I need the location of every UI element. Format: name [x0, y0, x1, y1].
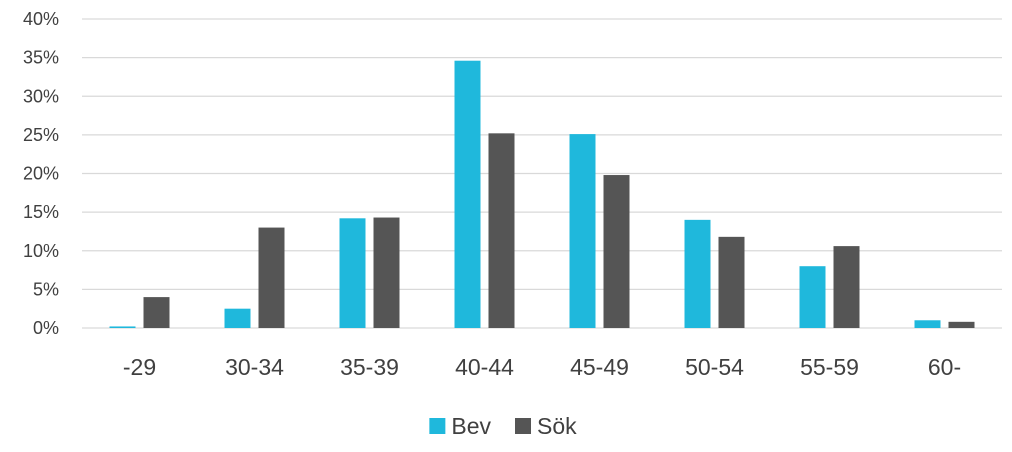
bar-sk-7	[948, 321, 975, 328]
y-tick-label: 5%	[33, 279, 59, 299]
x-tick-label: 30-34	[225, 354, 284, 380]
legend-swatch-0	[429, 418, 446, 434]
y-tick-label: 40%	[23, 9, 59, 29]
bar-sk-2	[373, 217, 400, 328]
y-tick-label: 35%	[23, 48, 59, 68]
y-tick-label: 15%	[23, 202, 59, 222]
legend-label-0: Bev	[451, 413, 491, 439]
bar-sk-6	[833, 246, 860, 328]
y-tick-label: 20%	[23, 164, 59, 184]
bar-bev-5	[684, 219, 711, 328]
bar-bev-7	[914, 320, 941, 328]
y-tick-label: 10%	[23, 241, 59, 261]
bar-bev-0	[109, 326, 136, 328]
legend-swatch-1	[515, 418, 531, 434]
bar-bev-3	[454, 60, 481, 329]
y-tick-label: 0%	[33, 318, 59, 338]
bar-sk-1	[258, 227, 285, 328]
legend: Bev Sök	[429, 413, 577, 439]
legend-label-1: Sök	[537, 413, 577, 439]
x-tick-label: 55-59	[800, 354, 859, 380]
grid-layer	[82, 18, 1002, 329]
y-tick-label: 30%	[23, 86, 59, 106]
y-tick-label: 25%	[23, 125, 59, 145]
bar-sk-3	[488, 133, 515, 328]
bar-bev-6	[799, 266, 826, 328]
bar-sk-4	[603, 175, 630, 328]
y-axis-tick-labels: 0% 5% 10% 15% 20% 25% 30% 35% 40%	[23, 9, 59, 338]
bars-layer	[109, 60, 975, 329]
x-tick-label: -29	[123, 354, 156, 380]
bar-bev-4	[569, 134, 596, 328]
x-tick-label: 50-54	[685, 354, 744, 380]
bar-sk-5	[718, 236, 745, 328]
bar-bev-2	[339, 218, 366, 328]
x-tick-label: 60-	[928, 354, 961, 380]
bar-bev-1	[224, 308, 251, 328]
x-tick-label: 40-44	[455, 354, 514, 380]
bar-sk-0	[143, 297, 170, 328]
x-axis-tick-labels: -29 30-34 35-39 40-44 45-49 50-54 55-59 60-	[123, 354, 961, 380]
x-tick-label: 35-39	[340, 354, 399, 380]
x-tick-label: 45-49	[570, 354, 629, 380]
